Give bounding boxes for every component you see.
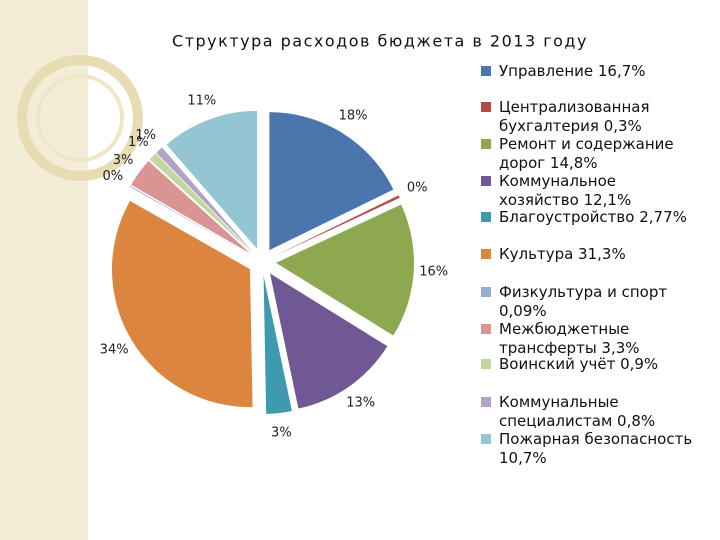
pie-slice xyxy=(131,161,251,254)
legend-swatch xyxy=(481,324,491,334)
legend-swatch xyxy=(481,102,491,112)
pie-slice xyxy=(263,275,292,414)
pie-slice xyxy=(269,112,394,251)
legend-label: Пожарная безопасность 10,7% xyxy=(499,430,693,467)
pie-slice xyxy=(156,147,253,252)
legend-item: Межбюджетные трансферты 3,3% xyxy=(481,320,696,358)
pie-slice xyxy=(270,273,388,409)
data-label: 11% xyxy=(187,93,216,108)
pie-slice xyxy=(129,186,250,256)
legend-swatch xyxy=(481,139,491,149)
legend-label: Благоустройство 2,77% xyxy=(499,208,687,226)
legend-label: Культура 31,3% xyxy=(499,245,626,263)
pie-slice xyxy=(111,200,253,408)
legend-item: Пожарная безопасность 10,7% xyxy=(481,430,696,468)
legend-swatch xyxy=(481,176,491,186)
legend-item: Физкультура и спорт 0,09% xyxy=(481,283,696,321)
legend-item: Управление 16,7% xyxy=(481,62,696,81)
data-label: 0% xyxy=(102,169,123,184)
legend-label: Межбюджетные трансферты 3,3% xyxy=(499,320,640,357)
legend-item: Воинский учёт 0,9% xyxy=(481,355,696,374)
decor-strip xyxy=(0,0,88,540)
legend-item: Ремонт и содержание дорог 14,8% xyxy=(481,135,696,173)
decor-ring xyxy=(36,74,124,162)
legend-label: Воинский учёт 0,9% xyxy=(499,355,659,373)
legend-item: Коммунальные специалистам 0,8% xyxy=(481,393,696,431)
data-label: 3% xyxy=(113,153,134,168)
pie-slice xyxy=(274,195,400,256)
legend-item: Коммунальное хозяйство 12,1% xyxy=(481,172,696,210)
legend-swatch xyxy=(481,397,491,407)
chart-title: Структура расходов бюджета в 2013 году xyxy=(172,32,588,51)
decor-ring xyxy=(17,55,143,181)
data-label: 0% xyxy=(407,180,428,195)
data-label: 18% xyxy=(339,109,368,124)
legend-swatch xyxy=(481,212,491,222)
legend-label: Коммунальные специалистам 0,8% xyxy=(499,393,656,430)
legend-item: Благоустройство 2,77% xyxy=(481,208,696,227)
legend-swatch xyxy=(481,249,491,259)
legend-swatch xyxy=(481,434,491,444)
data-label: 1% xyxy=(128,135,149,150)
pie-slice xyxy=(275,204,414,336)
data-label: 34% xyxy=(100,342,129,357)
pie-slice xyxy=(166,110,258,249)
legend-label: Управление 16,7% xyxy=(499,62,646,80)
legend-swatch xyxy=(481,359,491,369)
legend-label: Коммунальное хозяйство 12,1% xyxy=(499,172,632,209)
legend-swatch xyxy=(481,287,491,297)
legend-label: Ремонт и содержание дорог 14,8% xyxy=(499,135,674,172)
legend-item: Культура 31,3% xyxy=(481,245,696,264)
data-label: 1% xyxy=(135,128,156,143)
pie-slice xyxy=(149,153,252,253)
data-label: 3% xyxy=(271,425,292,440)
data-label: 16% xyxy=(419,265,448,280)
legend-label: Физкультура и спорт 0,09% xyxy=(499,283,668,320)
data-label: 13% xyxy=(346,395,375,410)
legend-label: Централизованная бухгалтерия 0,3% xyxy=(499,98,650,135)
legend-item: Централизованная бухгалтерия 0,3% xyxy=(481,98,696,136)
legend-swatch xyxy=(481,66,491,76)
